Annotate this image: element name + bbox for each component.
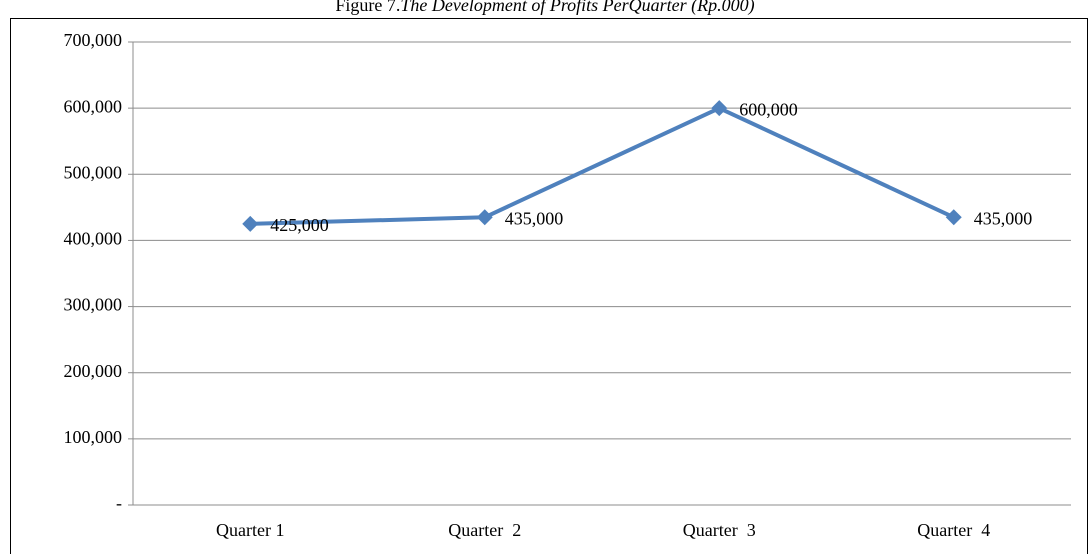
x-tick-label: Quarter 2 [448, 520, 521, 540]
y-tick-label: 300,000 [64, 295, 123, 315]
x-tick-label: Quarter 1 [216, 520, 284, 540]
y-tick-label: 600,000 [64, 96, 123, 116]
data-label: 425,000 [270, 215, 329, 235]
x-tick-label: Quarter 4 [917, 520, 990, 540]
data-point [945, 209, 962, 226]
y-tick-label: 500,000 [64, 162, 123, 182]
data-label: 435,000 [505, 208, 564, 228]
figure-label: Figure 7. [335, 0, 400, 15]
y-tick-label: - [116, 493, 122, 513]
y-tick-label: 100,000 [64, 427, 123, 447]
title-text: The Development of Profits PerQuarter (R… [400, 0, 754, 16]
data-label: 600,000 [739, 99, 798, 119]
y-tick-label: 400,000 [64, 229, 123, 249]
series-line [250, 106, 955, 226]
chart-title: Figure 7.The Development of Profits PerQ… [335, 0, 754, 16]
data-point [476, 209, 493, 226]
y-tick-label: 200,000 [64, 361, 123, 381]
data-point [242, 215, 259, 232]
chart-border [10, 18, 1088, 554]
y-tick-label: 700,000 [64, 30, 123, 50]
data-point [711, 100, 728, 117]
x-tick-label: Quarter 3 [683, 520, 756, 540]
data-label: 435,000 [974, 208, 1033, 228]
